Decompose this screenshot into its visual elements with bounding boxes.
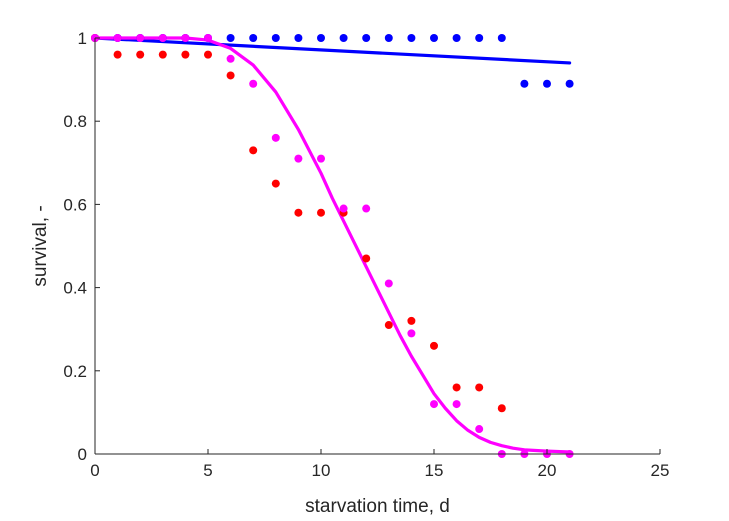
data-point-0 xyxy=(407,34,416,42)
data-point-0 xyxy=(430,34,438,42)
data-point-2 xyxy=(317,154,325,163)
data-point-2 xyxy=(452,400,461,409)
x-tick-label: 25 xyxy=(651,461,670,480)
data-point-0 xyxy=(317,34,325,42)
y-tick-label: 1 xyxy=(78,29,87,48)
data-point-1 xyxy=(249,146,258,155)
data-point-0 xyxy=(339,34,348,42)
data-point-0 xyxy=(520,79,529,88)
data-point-0 xyxy=(294,34,303,42)
data-point-2 xyxy=(113,34,122,42)
y-tick-label: 0.2 xyxy=(63,362,87,381)
data-point-2 xyxy=(430,400,438,409)
data-point-0 xyxy=(497,34,506,42)
data-point-1 xyxy=(226,71,235,80)
data-point-2 xyxy=(294,154,303,163)
data-point-2 xyxy=(362,204,371,213)
data-point-0 xyxy=(543,79,551,88)
x-tick-label: 20 xyxy=(538,461,557,480)
fit-line-3 xyxy=(93,36,572,65)
data-point-2 xyxy=(407,329,416,338)
data-point-1 xyxy=(113,50,122,59)
y-tick-label: 0.4 xyxy=(63,279,87,298)
data-point-1 xyxy=(384,321,393,330)
data-point-0 xyxy=(249,34,258,42)
y-axis-title: survival, - xyxy=(30,205,51,286)
data-point-2 xyxy=(475,425,484,434)
data-point-1 xyxy=(452,383,461,392)
data-point-1 xyxy=(430,341,438,350)
x-axis-ticks: 0 5 10 15 20 25 xyxy=(90,449,669,480)
y-axis-ticks: 0 0.2 0.4 0.6 0.8 1 xyxy=(63,29,100,464)
data-point-2 xyxy=(384,279,393,288)
data-point-1 xyxy=(181,50,190,59)
y-tick-label: 0 xyxy=(78,445,87,464)
data-point-1 xyxy=(497,404,506,413)
x-tick-label: 5 xyxy=(203,461,212,480)
data-point-0 xyxy=(452,34,461,42)
data-point-1 xyxy=(317,208,325,217)
plot-series xyxy=(91,34,574,458)
data-point-2 xyxy=(181,34,190,42)
data-point-2 xyxy=(271,133,280,142)
data-point-0 xyxy=(475,34,484,42)
data-point-0 xyxy=(271,34,280,42)
data-point-2 xyxy=(158,34,167,42)
x-axis-title: starvation time, d xyxy=(305,496,450,517)
data-point-0 xyxy=(565,79,574,88)
y-tick-label: 0.8 xyxy=(63,112,87,131)
data-point-1 xyxy=(204,50,212,59)
data-point-1 xyxy=(294,208,303,217)
data-point-0 xyxy=(384,34,393,42)
data-point-1 xyxy=(362,254,371,263)
data-point-2 xyxy=(204,34,212,42)
x-tick-label: 0 xyxy=(90,461,99,480)
x-tick-label: 15 xyxy=(425,461,444,480)
x-tick-label: 10 xyxy=(312,461,331,480)
data-point-2 xyxy=(226,54,235,63)
y-tick-label: 0.6 xyxy=(63,195,87,214)
data-point-1 xyxy=(475,383,484,392)
data-point-0 xyxy=(362,34,371,42)
data-point-1 xyxy=(407,316,416,325)
data-point-2 xyxy=(249,79,258,88)
data-point-2 xyxy=(136,34,145,42)
data-point-2 xyxy=(339,204,348,213)
data-point-1 xyxy=(158,50,167,59)
data-point-0 xyxy=(226,34,235,42)
data-point-1 xyxy=(136,50,145,59)
data-point-1 xyxy=(271,179,280,188)
